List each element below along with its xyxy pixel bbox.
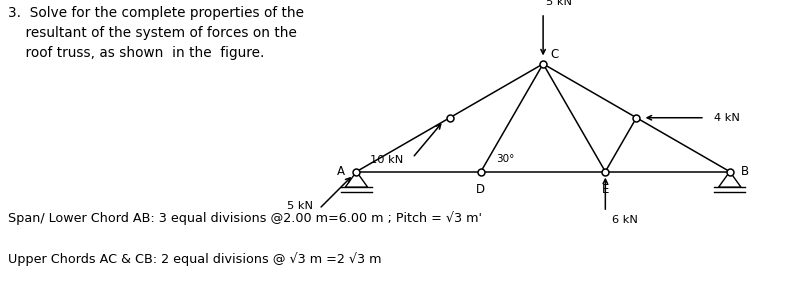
Text: 5 kN: 5 kN — [287, 201, 313, 211]
Text: 6 kN: 6 kN — [611, 215, 638, 225]
Text: B: B — [741, 165, 749, 178]
Text: Upper Chords AC & CB: 2 equal divisions @ √3 m =2 √3 m: Upper Chords AC & CB: 2 equal divisions … — [8, 252, 382, 266]
Text: A: A — [338, 165, 346, 178]
Text: C: C — [550, 48, 559, 61]
Text: 3.  Solve for the complete properties of the
    resultant of the system of forc: 3. Solve for the complete properties of … — [8, 6, 304, 60]
Text: Span/ Lower Chord AB: 3 equal divisions @2.00 m=6.00 m ; Pitch = √3 m': Span/ Lower Chord AB: 3 equal divisions … — [8, 211, 482, 225]
Text: 30°: 30° — [497, 154, 515, 164]
Text: 4 kN: 4 kN — [714, 113, 740, 123]
Text: D: D — [476, 183, 486, 196]
Text: 5 kN: 5 kN — [546, 0, 572, 7]
Text: 10 kN: 10 kN — [370, 155, 403, 166]
Text: E: E — [602, 183, 609, 196]
